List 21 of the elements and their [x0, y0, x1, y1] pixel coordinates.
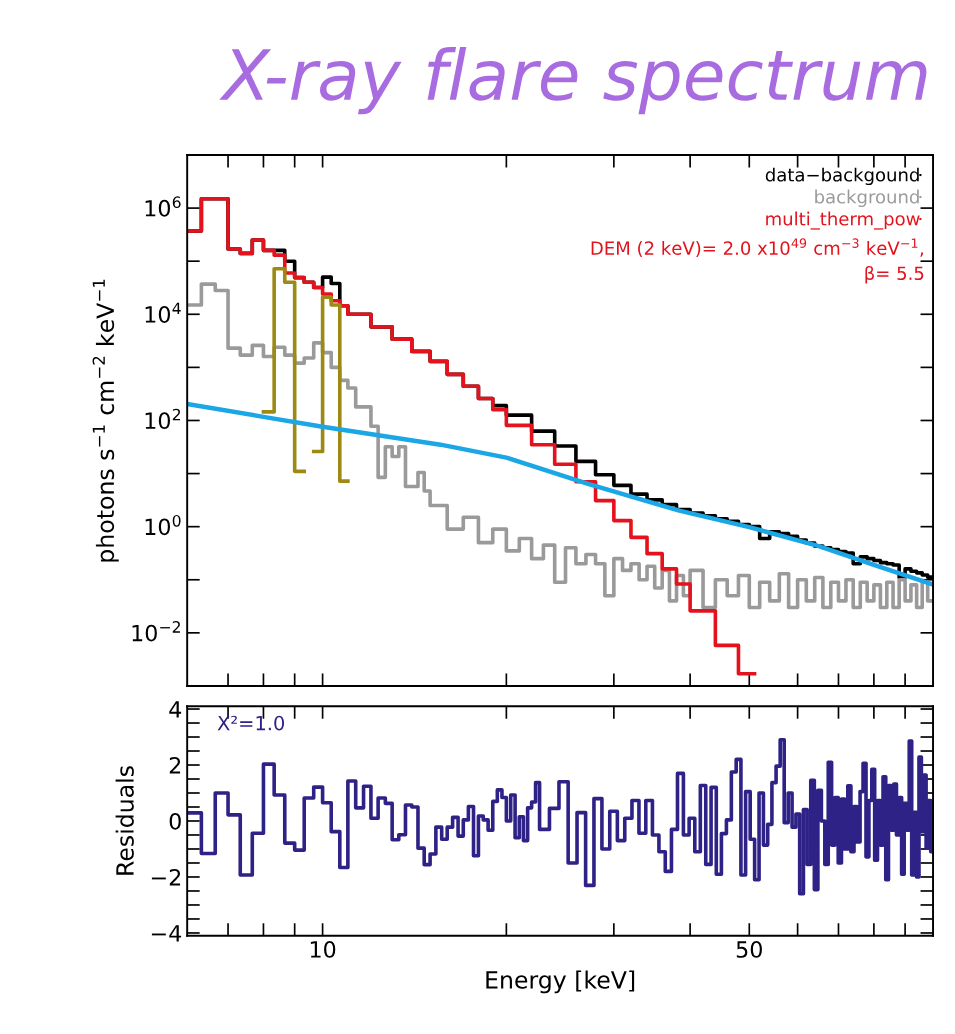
x-tick-label: 50 — [736, 941, 762, 958]
legend-label: background — [815, 189, 919, 208]
y-tick-label: 10$^{4}$ — [145, 302, 181, 323]
y-tick-label: 10$^{0}$ — [145, 514, 181, 536]
annotation: β= 5.5 — [865, 265, 924, 284]
y-tick-label: −2 — [151, 868, 181, 886]
annotation: X²=1.0 — [217, 715, 285, 731]
y-tick-label: 10$^{2}$ — [145, 408, 181, 430]
legend-label: multi_therm_pow — [766, 211, 920, 230]
chart-title: X-ray flare spectrum — [219, 47, 927, 115]
y-tick-label: 0 — [169, 812, 181, 830]
y-tick-label: 2 — [169, 756, 181, 774]
x-axis-title: Energy [keV] — [486, 970, 635, 994]
x-tick-label: 10 — [310, 941, 336, 958]
y-tick-label: −4 — [151, 925, 182, 942]
legend-label: data−backgound — [765, 167, 919, 186]
y-tick-label: 10$^{6}$ — [145, 196, 181, 217]
y-tick-label: 4 — [169, 701, 182, 718]
y-axis-title: Residuals — [115, 766, 134, 875]
y-axis-title: photons s$^{−1}$ cm$^{−2}$ keV$^{−1}$ — [92, 279, 119, 562]
y-tick-label: 10$^{−2}$ — [132, 621, 180, 642]
